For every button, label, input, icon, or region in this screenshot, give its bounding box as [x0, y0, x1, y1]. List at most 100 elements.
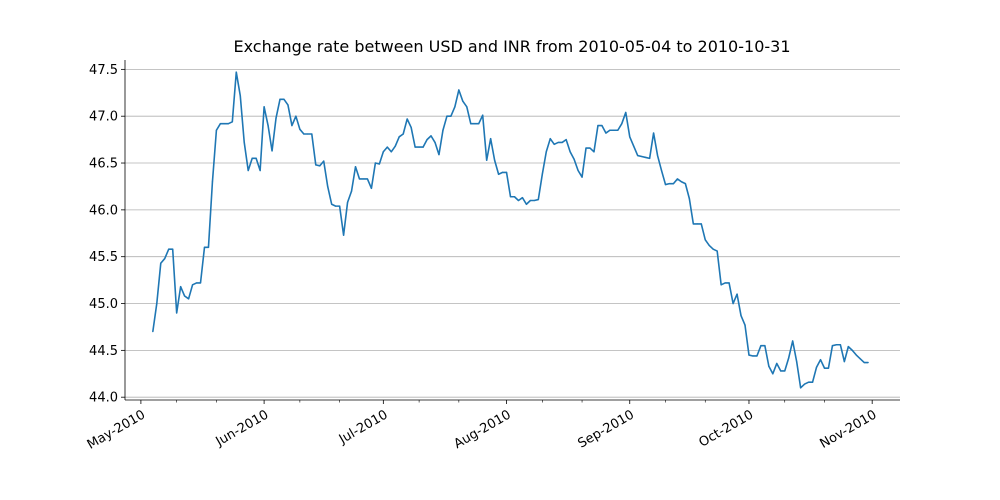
data-point — [716, 250, 718, 252]
data-point — [664, 183, 667, 186]
data-point — [450, 115, 452, 117]
data-point — [446, 115, 448, 117]
data-point — [203, 246, 206, 248]
data-point — [589, 147, 591, 149]
x-axis-ticks: May-2010 Jun-2010 Jul-2010 Aug-2010 Sep-2010… — [85, 400, 879, 453]
data-point — [633, 145, 635, 147]
data-point — [537, 198, 539, 201]
data-point — [708, 244, 710, 247]
data-point — [652, 132, 655, 134]
data-point — [366, 178, 369, 180]
data-point — [398, 136, 400, 138]
y-tick-label: 46.0 — [89, 203, 118, 218]
data-point — [541, 173, 543, 175]
data-point — [601, 124, 603, 127]
data-point — [688, 198, 690, 200]
data-point — [509, 196, 512, 198]
gridlines — [125, 68, 900, 398]
data-point — [700, 223, 702, 225]
data-point — [454, 106, 456, 108]
y-tick-label: 45.5 — [89, 250, 118, 265]
data-point — [223, 123, 225, 125]
data-point — [796, 361, 798, 363]
data-point — [287, 104, 289, 106]
data-point — [764, 345, 766, 347]
y-axis-ticks: 44.0 44.5 45.0 45.5 46.0 46.5 47.0 47.5 — [89, 63, 125, 406]
data-point — [239, 94, 241, 97]
data-point — [649, 157, 651, 159]
data-point — [597, 124, 599, 127]
data-point — [645, 156, 647, 159]
data-point — [788, 357, 790, 359]
data-point — [156, 302, 158, 305]
data-point — [187, 298, 190, 300]
data-point — [557, 141, 559, 144]
data-point — [482, 114, 484, 116]
data-point — [315, 164, 317, 166]
data-point — [621, 123, 623, 125]
data-point — [283, 98, 285, 100]
y-tick-label: 44.0 — [89, 391, 118, 406]
data-point — [656, 154, 659, 157]
data-point — [819, 359, 822, 361]
data-point — [776, 362, 778, 365]
y-tick-label: 46.5 — [89, 157, 118, 172]
data-point — [513, 196, 516, 198]
series-line — [152, 71, 869, 389]
data-point — [426, 139, 428, 141]
data-point — [354, 166, 357, 168]
data-point — [470, 123, 472, 125]
data-point — [859, 358, 861, 360]
data-point — [382, 151, 384, 153]
data-point — [438, 154, 440, 156]
data-point — [227, 123, 229, 125]
data-point — [466, 106, 468, 108]
data-point — [863, 361, 865, 364]
x-tick-label: Oct-2010 — [696, 407, 756, 450]
data-point — [251, 157, 253, 159]
series-group — [152, 71, 869, 389]
data-point — [748, 354, 750, 356]
data-point — [152, 331, 154, 333]
data-point — [569, 151, 571, 153]
data-point — [847, 346, 849, 348]
data-point — [195, 282, 198, 284]
data-point — [235, 71, 237, 73]
data-point — [529, 199, 531, 202]
data-point — [271, 150, 273, 152]
x-tick-label: Sep-2010 — [576, 407, 637, 451]
data-point — [311, 133, 313, 135]
data-point — [756, 355, 758, 357]
data-point — [211, 181, 214, 183]
data-point — [839, 344, 841, 346]
data-point — [307, 133, 309, 135]
data-point — [350, 190, 353, 192]
y-tick-label: 45.0 — [89, 297, 118, 312]
data-point — [724, 282, 726, 284]
data-point — [768, 365, 770, 367]
x-tick-label: Aug-2010 — [452, 407, 514, 452]
y-tick-label: 44.5 — [89, 344, 118, 359]
data-point — [474, 123, 476, 125]
data-point — [184, 295, 186, 297]
data-point — [772, 373, 774, 375]
x-tick-label: Nov-2010 — [817, 407, 879, 451]
data-point — [259, 169, 261, 172]
data-point — [335, 205, 337, 207]
data-point — [180, 286, 182, 288]
data-point — [295, 115, 297, 117]
data-point — [494, 159, 496, 161]
data-point — [609, 129, 611, 131]
data-point — [342, 234, 345, 236]
data-point — [851, 349, 853, 351]
data-point — [414, 146, 416, 148]
data-point — [553, 143, 555, 145]
data-point — [823, 367, 826, 369]
data-point — [760, 345, 762, 347]
data-point — [199, 282, 202, 284]
data-point — [835, 344, 838, 346]
data-point — [358, 178, 361, 180]
data-point — [497, 173, 500, 175]
data-point — [327, 185, 329, 188]
data-point — [462, 100, 464, 102]
